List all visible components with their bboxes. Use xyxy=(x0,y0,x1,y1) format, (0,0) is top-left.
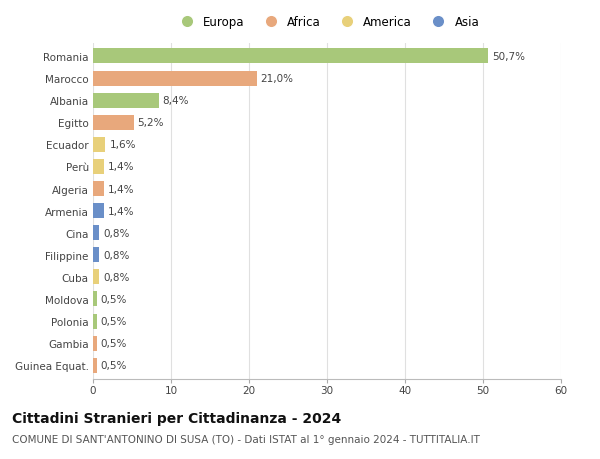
Text: 1,4%: 1,4% xyxy=(108,206,134,216)
Text: 0,5%: 0,5% xyxy=(101,338,127,348)
Text: 1,4%: 1,4% xyxy=(108,162,134,172)
Bar xyxy=(93,116,134,130)
Bar xyxy=(93,204,104,218)
Text: 0,5%: 0,5% xyxy=(101,360,127,370)
Text: 21,0%: 21,0% xyxy=(260,74,294,84)
Text: 1,4%: 1,4% xyxy=(108,184,134,194)
Text: COMUNE DI SANT'ANTONINO DI SUSA (TO) - Dati ISTAT al 1° gennaio 2024 - TUTTITALI: COMUNE DI SANT'ANTONINO DI SUSA (TO) - D… xyxy=(12,434,480,444)
Text: 0,5%: 0,5% xyxy=(101,316,127,326)
Bar xyxy=(93,49,488,64)
Bar xyxy=(93,160,104,174)
Bar xyxy=(93,270,99,285)
Text: 1,6%: 1,6% xyxy=(109,140,136,150)
Bar xyxy=(93,358,97,373)
Bar xyxy=(93,248,99,263)
Text: 5,2%: 5,2% xyxy=(137,118,164,128)
Text: Cittadini Stranieri per Cittadinanza - 2024: Cittadini Stranieri per Cittadinanza - 2… xyxy=(12,411,341,425)
Bar xyxy=(93,72,257,86)
Text: 0,8%: 0,8% xyxy=(103,272,130,282)
Text: 8,4%: 8,4% xyxy=(163,96,189,106)
Bar xyxy=(93,94,158,108)
Bar xyxy=(93,336,97,351)
Text: 0,8%: 0,8% xyxy=(103,228,130,238)
Bar xyxy=(93,292,97,307)
Bar xyxy=(93,138,106,152)
Bar xyxy=(93,182,104,196)
Text: 50,7%: 50,7% xyxy=(493,52,526,62)
Legend: Europa, Africa, America, Asia: Europa, Africa, America, Asia xyxy=(172,13,482,31)
Text: 0,5%: 0,5% xyxy=(101,294,127,304)
Bar xyxy=(93,314,97,329)
Bar xyxy=(93,226,99,241)
Text: 0,8%: 0,8% xyxy=(103,250,130,260)
